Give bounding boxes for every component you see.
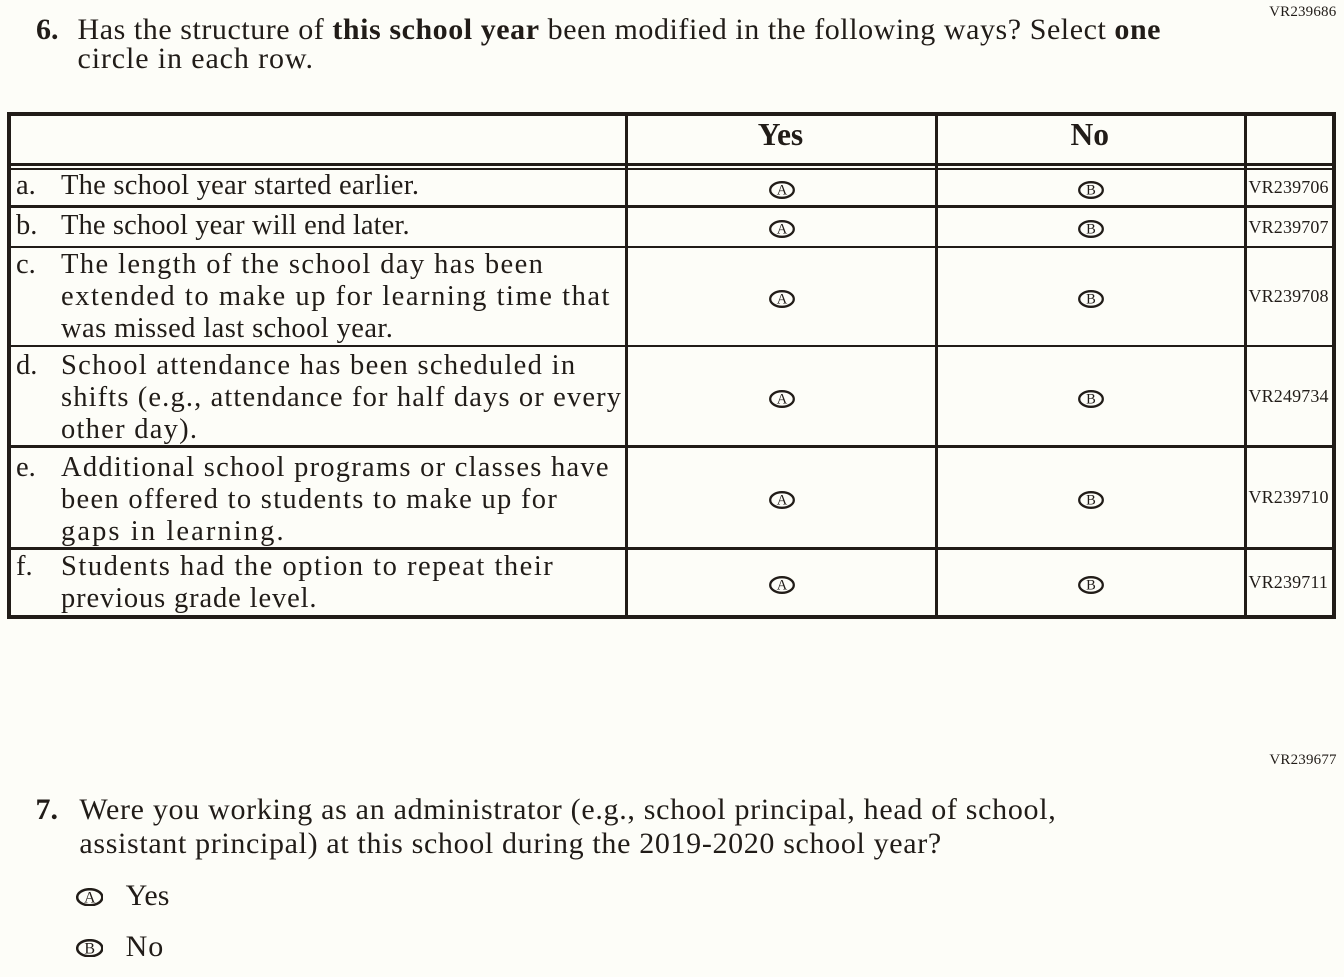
svg-text:B: B [1086,493,1096,509]
svg-text:B: B [1086,183,1096,199]
svg-text:A: A [776,493,787,509]
svg-text:A: A [776,577,787,593]
svg-text:A: A [776,291,787,307]
svg-text:B: B [1086,391,1096,407]
svg-text:B: B [1086,577,1096,593]
svg-text:A: A [776,221,787,237]
svg-text:A: A [776,391,787,407]
svg-text:A: A [776,183,787,199]
svg-text:B: B [1086,291,1096,307]
svg-text:B: B [1086,221,1096,237]
svg-text:A: A [83,889,95,906]
svg-text:B: B [84,940,95,957]
